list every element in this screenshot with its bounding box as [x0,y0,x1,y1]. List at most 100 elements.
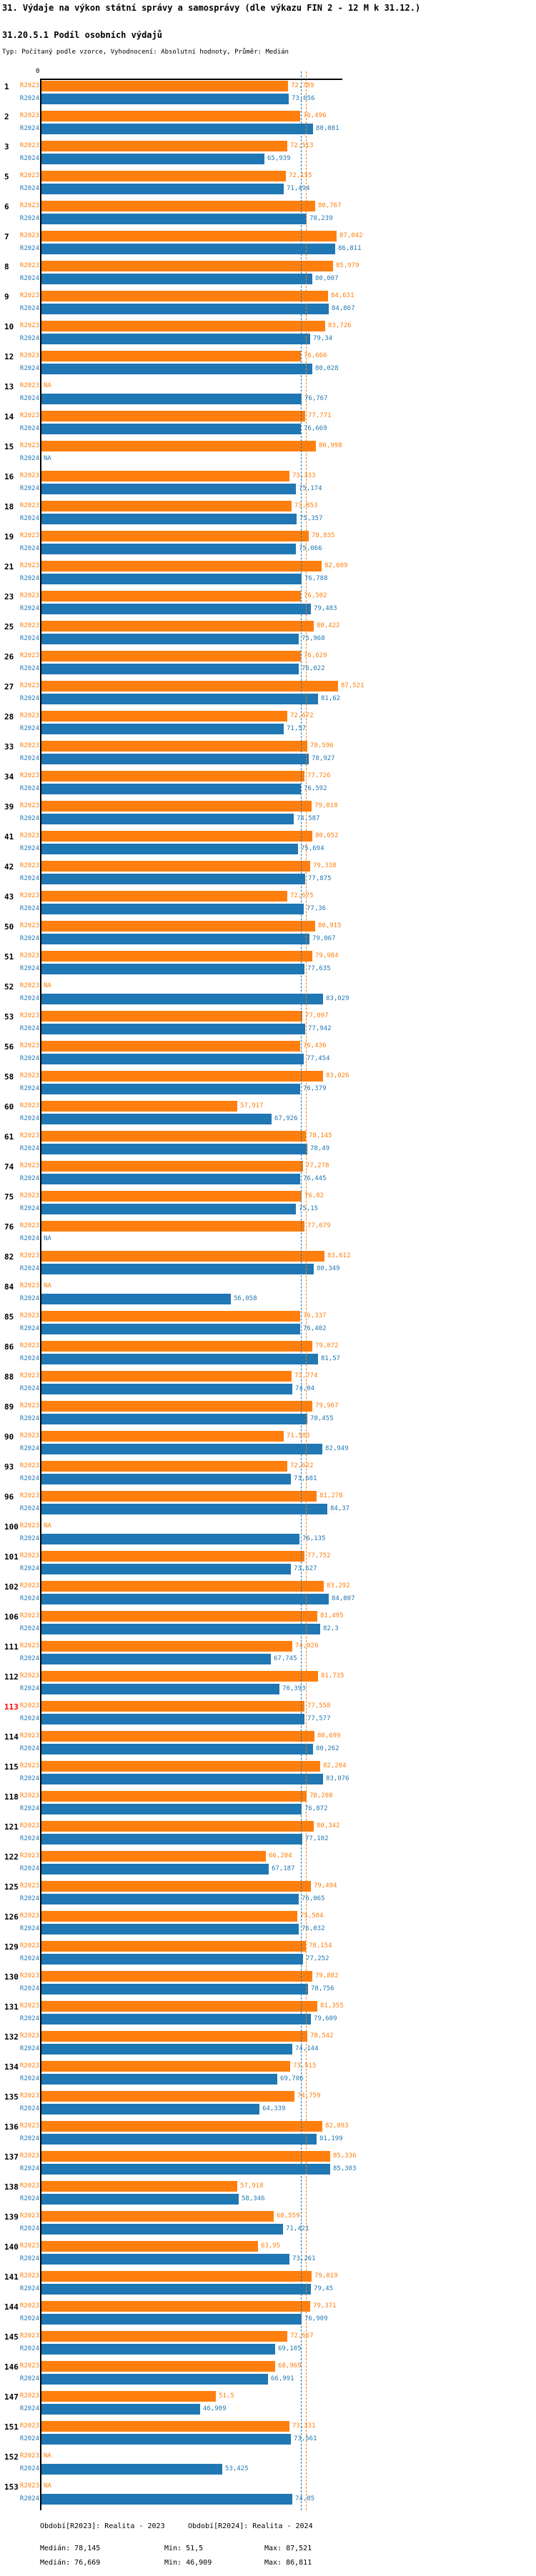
value-label-r2024: 76,032 [302,1925,325,1932]
series-label-r2024: R2024 [19,1655,39,1662]
series-label-r2024: R2024 [19,215,39,222]
value-label-r2023: 82,609 [324,562,348,569]
group-id-label: 1 [4,82,9,91]
bar-r2024 [41,994,323,1004]
group-id-label: 118 [4,1792,19,1802]
value-label-r2023: 73,331 [292,2422,316,2430]
value-label-r2024: 81,57 [321,1355,341,1362]
bar-r2023 [41,1731,314,1742]
group-id-label: 140 [4,2242,19,2252]
bar-r2023 [41,1761,320,1772]
series-label-r2024: R2024 [19,1385,39,1392]
value-label-r2023: 68,559 [277,2212,300,2220]
value-label-r2024: 77,454 [307,1055,330,1062]
bar-group: 89 R2023 79,967 R2024 78,455 [0,1401,536,1424]
group-id-label: 27 [4,682,14,692]
legend-period-r2023: Období[R2023]: Realita - 2023 [40,2522,165,2530]
group-id-label: 58 [4,1072,14,1082]
group-id-label: 106 [4,1612,19,1622]
bar-r2024 [41,2314,302,2325]
bar-r2024 [41,2014,311,2025]
value-label-r2024: 75,15 [299,1205,319,1212]
bar-group: 18 R2023 73,853 R2024 75,357 [0,501,536,524]
bar-group: 14 R2023 77,771 R2024 76,669 [0,411,536,434]
na-label-r2024: NA [44,455,51,462]
series-label-r2023: R2023 [19,1732,39,1739]
bar-r2023 [41,1941,306,1952]
bar-group: 7 R2023 87,042 R2024 86,811 [0,231,536,254]
value-label-r2024: 73,561 [294,2435,317,2442]
bar-group: 131 R2023 81,355 R2024 79,609 [0,2001,536,2025]
bar-r2023 [41,1011,302,1022]
bar-group: 61 R2023 78,145 R2024 78,49 [0,1131,536,1154]
median-line-r2023 [306,71,307,2510]
series-label-r2023: R2023 [19,2062,39,2070]
series-label-r2024: R2024 [19,1955,39,1962]
bar-group: 115 R2023 82,204 R2024 83,076 [0,1761,536,1784]
bar-group: 118 R2023 78,208 R2024 76,872 [0,1791,536,1814]
value-label-r2023: 72,789 [291,82,314,89]
bar-r2024 [41,2464,222,2475]
group-id-label: 153 [4,2482,19,2492]
bar-group: 136 R2023 82,893 R2024 81,199 [0,2121,536,2145]
bar-r2024 [41,2074,277,2085]
value-label-r2023: 66,204 [269,1852,292,1859]
value-label-r2024: 73,261 [292,2255,316,2262]
bar-r2023 [41,1641,292,1652]
series-label-r2024: R2024 [19,1565,39,1572]
bar-group: 113 R2023 77,558 R2024 77,577 [0,1701,536,1724]
series-label-r2024: R2024 [19,1235,39,1242]
bar-group: 42 R2023 79,338 R2024 77,875 [0,861,536,884]
bar-r2024 [41,2224,283,2235]
series-label-r2024: R2024 [19,2075,39,2082]
stat-median-r2023: Medián: 78,145 [40,2545,101,2552]
series-label-r2023: R2023 [19,2242,39,2250]
bar-r2024 [41,754,309,764]
value-label-r2023: 78,596 [310,742,334,749]
group-id-label: 56 [4,1042,14,1052]
group-id-label: 10 [4,322,14,331]
stat-min-r2023: Min: 51,5 [164,2545,204,2552]
group-id-label: 23 [4,592,14,601]
group-id-label: 86 [4,1342,14,1352]
series-label-r2024: R2024 [19,275,39,282]
bar-group: 132 R2023 78,542 R2024 74,144 [0,2031,536,2055]
bar-r2023 [41,1461,287,1472]
group-id-label: 61 [4,1132,14,1142]
series-label-r2023: R2023 [19,1072,39,1079]
series-label-r2023: R2023 [19,892,39,899]
series-label-r2023: R2023 [19,592,39,599]
bar-group: 130 R2023 79,882 R2024 78,756 [0,1971,536,1995]
bar-r2023 [41,2301,310,2312]
bar-group: 12 R2023 76,666 R2024 80,028 [0,351,536,374]
value-label-r2023: 76,82 [304,1192,324,1199]
bar-group: 21 R2023 82,609 R2024 76,788 [0,561,536,584]
bar-r2024 [41,244,335,254]
bar-group: 146 R2023 68,969 R2024 66,991 [0,2361,536,2385]
group-id-label: 136 [4,2122,19,2132]
median-line-r2024 [301,71,302,2510]
value-label-r2023: 81,355 [320,2002,344,2010]
bar-group: 101 R2023 77,752 R2024 73,627 [0,1551,536,1574]
group-id-label: 28 [4,712,14,722]
group-id-label: 90 [4,1432,14,1442]
value-label-r2023: 71,583 [287,1432,310,1439]
bar-group: 141 R2023 79,819 R2024 79,45 [0,2271,536,2295]
bar-group: 153 R2023 NA R2024 74,05 [0,2481,536,2505]
bar-group: 16 R2023 73,333 R2024 75,174 [0,471,536,494]
series-label-r2024: R2024 [19,95,39,102]
bar-group: 39 R2023 79,818 R2024 74,587 [0,801,536,824]
bar-r2023 [41,1851,266,1862]
group-id-label: 129 [4,1942,19,1952]
value-label-r2023: 77,558 [307,1702,331,1709]
bar-r2023 [41,411,305,421]
bar-r2024 [41,2284,311,2295]
bar-r2023 [41,2421,289,2432]
group-id-label: 39 [4,802,14,812]
bar-group: 100 R2023 NA R2024 76,135 [0,1521,536,1544]
bar-group: 6 R2023 80,767 R2024 78,239 [0,201,536,224]
bar-r2023 [41,561,322,571]
series-label-r2023: R2023 [19,472,39,479]
value-label-r2023: 79,494 [314,1882,337,1889]
bar-r2023 [41,1311,300,1322]
